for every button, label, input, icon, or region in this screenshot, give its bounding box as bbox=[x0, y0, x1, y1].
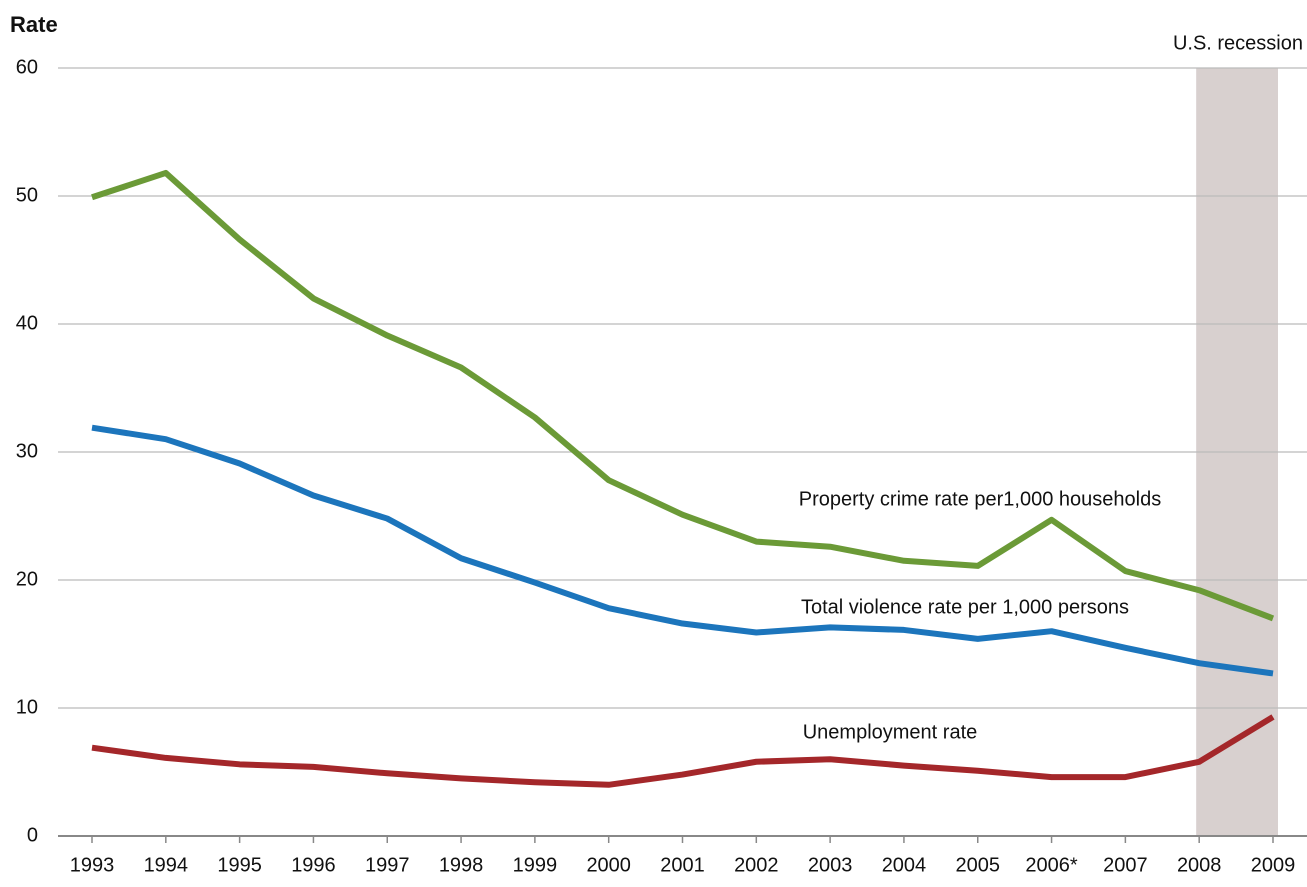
y-axis-label: Rate bbox=[10, 12, 58, 37]
y-tick-label: 40 bbox=[16, 312, 38, 334]
series-label: Property crime rate per1,000 households bbox=[799, 488, 1161, 510]
y-tick-label: 10 bbox=[16, 696, 38, 718]
series-label: Unemployment rate bbox=[803, 721, 978, 743]
y-tick-label: 60 bbox=[16, 56, 38, 78]
recession-label: U.S. recession bbox=[1173, 32, 1303, 54]
y-tick-label: 30 bbox=[16, 440, 38, 462]
series-line bbox=[91, 169, 1275, 622]
x-tick-label: 1996 bbox=[291, 854, 336, 876]
x-tick-label: 2007 bbox=[1103, 854, 1148, 876]
x-tick-label: 2003 bbox=[808, 854, 853, 876]
series-line bbox=[91, 714, 1275, 788]
x-tick-label: 1998 bbox=[439, 854, 484, 876]
x-tick-label: 1993 bbox=[70, 854, 115, 876]
x-tick-label: 2009 bbox=[1251, 854, 1296, 876]
series-line bbox=[91, 424, 1274, 677]
y-tick-label: 20 bbox=[16, 568, 38, 590]
x-tick-label: 2006* bbox=[1025, 854, 1077, 876]
x-tick-label: 1994 bbox=[144, 854, 189, 876]
x-tick-label: 1995 bbox=[217, 854, 262, 876]
y-tick-label: 0 bbox=[27, 824, 38, 846]
x-tick-label: 2004 bbox=[882, 854, 927, 876]
x-tick-label: 2005 bbox=[956, 854, 1001, 876]
x-tick-label: 2001 bbox=[660, 854, 705, 876]
x-tick-label: 1997 bbox=[365, 854, 410, 876]
x-tick-label: 2002 bbox=[734, 854, 779, 876]
x-tick-label: 2000 bbox=[586, 854, 631, 876]
y-tick-label: 50 bbox=[16, 184, 38, 206]
x-tick-label: 1999 bbox=[513, 854, 558, 876]
x-tick-label: 2008 bbox=[1177, 854, 1222, 876]
series-label: Total violence rate per 1,000 persons bbox=[801, 596, 1129, 618]
